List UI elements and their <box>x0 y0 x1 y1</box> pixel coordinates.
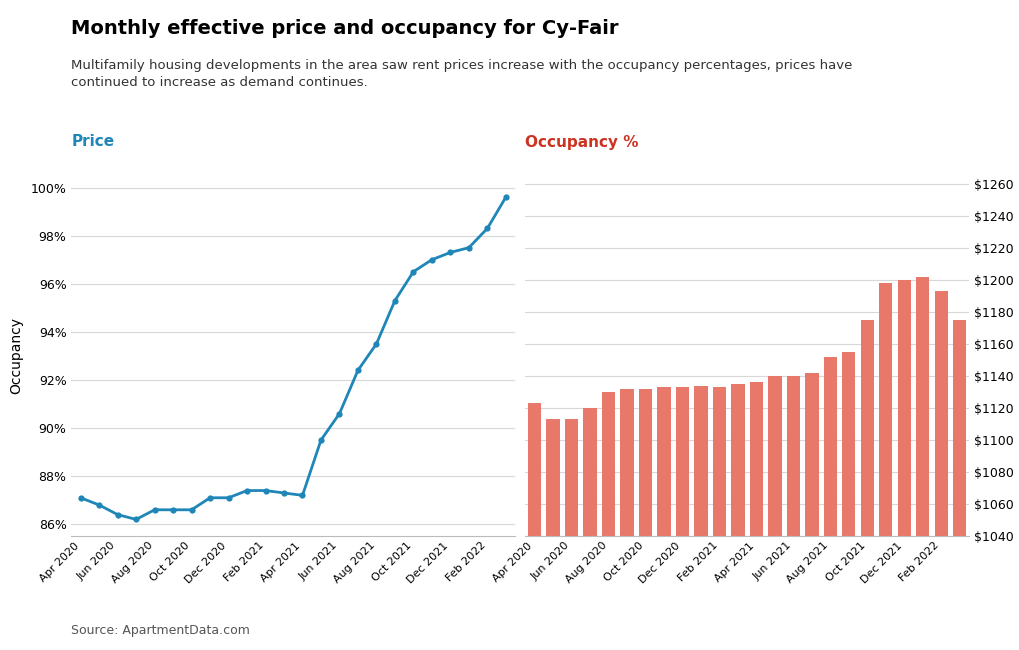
Bar <box>712 387 726 650</box>
Bar <box>694 385 707 650</box>
Bar <box>767 376 781 650</box>
Bar <box>878 283 892 650</box>
Bar <box>804 372 817 650</box>
Bar <box>897 280 910 650</box>
Bar <box>933 291 947 650</box>
Bar <box>915 276 928 650</box>
Bar <box>620 389 633 650</box>
Y-axis label: Occupancy: Occupancy <box>10 317 23 395</box>
Text: Multifamily housing developments in the area saw rent prices increase with the o: Multifamily housing developments in the … <box>71 58 852 90</box>
Bar <box>786 376 799 650</box>
Bar <box>638 389 651 650</box>
Bar <box>656 387 669 650</box>
Bar <box>546 419 559 650</box>
Text: Monthly effective price and occupancy for Cy-Fair: Monthly effective price and occupancy fo… <box>71 20 619 38</box>
Bar <box>823 357 837 650</box>
Bar <box>952 320 965 650</box>
Text: Occupancy %: Occupancy % <box>525 135 638 150</box>
Text: Source: ApartmentData.com: Source: ApartmentData.com <box>71 624 250 637</box>
Bar <box>676 387 689 650</box>
Bar <box>601 392 614 650</box>
Bar <box>749 382 762 650</box>
Bar <box>565 419 578 650</box>
Bar <box>528 403 541 650</box>
Bar <box>731 384 744 650</box>
Text: Price: Price <box>71 135 114 150</box>
Bar <box>860 320 873 650</box>
Bar <box>583 408 596 650</box>
Bar <box>842 352 855 650</box>
